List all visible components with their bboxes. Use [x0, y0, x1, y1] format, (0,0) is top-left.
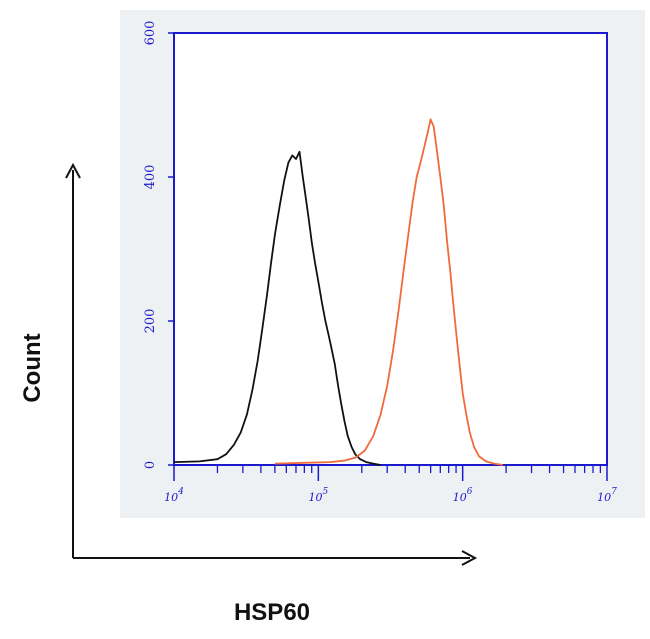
y-arrow-head [65, 162, 81, 179]
x-arrow-head [461, 550, 478, 566]
y-tick-label: 200 [143, 309, 158, 334]
x-tick-label: 105 [308, 487, 328, 504]
x-tick-exponent: 7 [611, 487, 617, 497]
x-axis-label: HSP60 [234, 599, 310, 626]
x-tick-label: 106 [453, 487, 473, 504]
y-axis-label: Count [19, 333, 46, 402]
y-tick-label: 0 [143, 461, 158, 469]
x-tick-base: 10 [164, 491, 178, 504]
series-line-control [173, 150, 381, 466]
x-tick-base: 10 [308, 491, 322, 504]
x-tick-base: 10 [597, 491, 611, 504]
plot-frame [173, 32, 608, 466]
x-tick-label: 107 [597, 487, 617, 504]
x-tick-label: 104 [164, 487, 184, 504]
x-tick-exponent: 6 [467, 487, 473, 497]
series-layer [173, 118, 504, 466]
x-tick-exponent: 4 [177, 487, 184, 497]
x-tick-exponent: 5 [322, 487, 328, 497]
y-tick-label: 600 [143, 21, 158, 46]
y-axis-ticks: 0 200 400 600 [143, 21, 174, 469]
series-line-hsp60 [274, 118, 504, 466]
y-tick-label: 400 [143, 165, 158, 190]
x-axis-ticks: 104 105 106 107 [164, 465, 617, 504]
x-tick-base: 10 [453, 491, 467, 504]
